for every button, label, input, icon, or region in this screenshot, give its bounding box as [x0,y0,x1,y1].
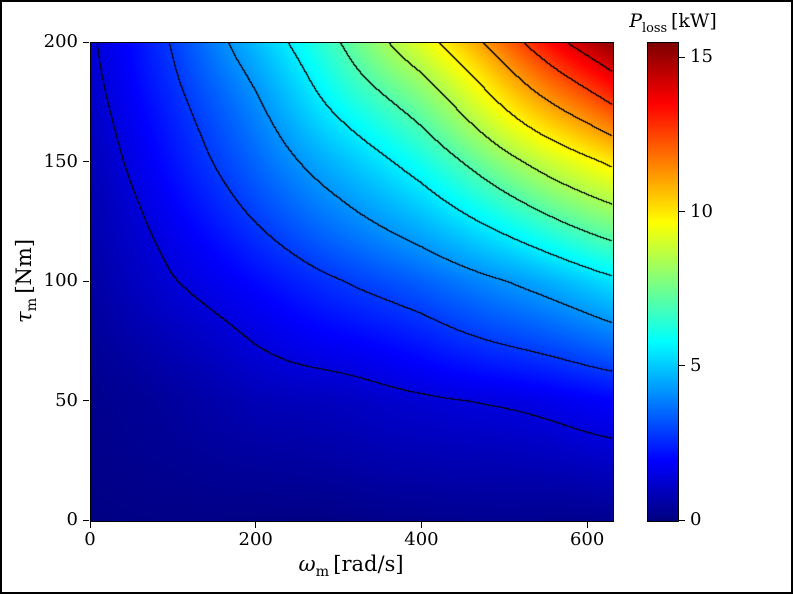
colorbar-canvas [648,43,678,521]
x-tick-mark [586,522,588,528]
colorbar-title: Ploss [kW] [629,10,717,36]
colorbar [647,42,679,522]
x-tick-label: 400 [404,529,439,550]
colorbar-subscript: loss [641,20,668,36]
heatmap-canvas [91,43,613,521]
x-tick-mark [89,522,91,528]
y-tick-label: 100 [43,270,78,291]
plot-area [90,42,614,522]
x-tick-mark [255,522,257,528]
y-tick-mark [83,41,89,43]
y-tick-label: 200 [43,31,78,52]
y-axis-label: τm [Nm] [12,239,40,323]
y-tick-label: 0 [66,509,78,530]
x-tick-mark [420,522,422,528]
colorbar-tick-label: 5 [690,354,702,376]
colorbar-tick-label: 15 [690,46,713,68]
x-axis-subscript: m [315,564,330,581]
x-axis-unit: [rad/s] [333,552,404,576]
colorbar-tick-mark [679,365,685,367]
x-tick-label: 600 [569,529,605,550]
colorbar-tick-mark [679,211,685,213]
y-axis-symbol: τ [11,311,36,324]
colorbar-tick-label: 10 [690,200,713,222]
colorbar-tick-mark [679,519,685,521]
x-tick-label: 200 [238,529,273,550]
y-axis-subscript: m [24,297,41,312]
x-tick-label: 0 [84,529,96,550]
colorbar-symbol: P [629,10,642,32]
colorbar-unit: [kW] [670,10,717,32]
y-tick-mark [83,161,89,162]
colorbar-tick-mark [679,56,685,58]
x-axis-symbol: ω [298,552,316,576]
y-tick-label: 50 [55,389,78,411]
y-tick-mark [83,519,89,521]
x-axis-label: ωm [rad/s] [298,552,403,580]
colorbar-tick-label: 0 [690,509,702,530]
y-tick-mark [83,400,89,401]
y-tick-mark [83,280,89,282]
y-axis-unit: [Nm] [11,238,36,294]
y-tick-label: 150 [43,150,78,172]
